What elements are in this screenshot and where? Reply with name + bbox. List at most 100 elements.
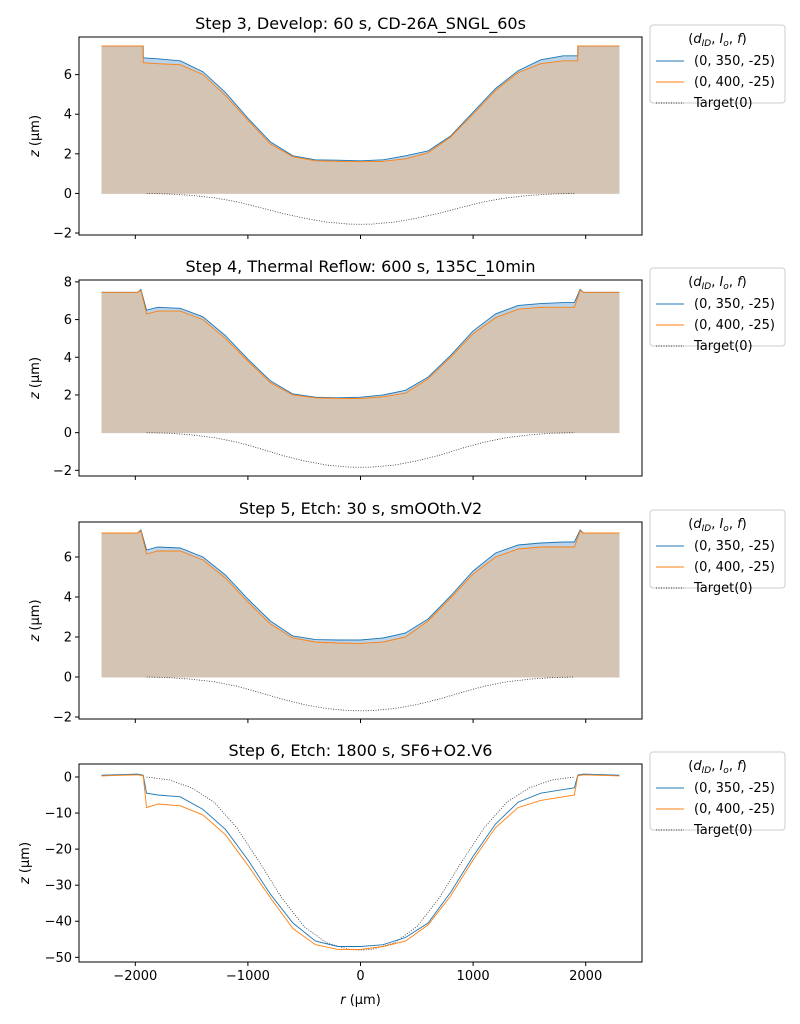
chart-panel-4: −2 0 2 4 6 8 Step 4, Thermal Reflow: 600 s, 13… — [28, 257, 786, 480]
legend-title-f: f — [737, 759, 744, 774]
legend-title-close: ) — [742, 32, 747, 47]
legend-entry-1: (0, 350, -25) — [694, 54, 775, 69]
y-tick-label: 2 — [64, 388, 72, 403]
y-tick-label: −50 — [45, 951, 72, 966]
series-target-line — [146, 676, 575, 712]
y-tick-label: 0 — [64, 187, 72, 202]
chart-panel-5: −2 0 2 4 6 Step 5, Etch: 30 s, smOOth.V2 z (µm… — [28, 499, 786, 726]
y-axis-label: z (µm) — [28, 357, 43, 400]
y-tick-label: −2 — [53, 227, 72, 242]
legend-title-i-sub: o — [723, 39, 729, 49]
legend-title-open: ( — [688, 759, 693, 774]
y-axis-label: z (µm) — [18, 842, 33, 885]
x-tick-label: −1000 — [226, 969, 270, 984]
series-400-line — [101, 45, 620, 163]
y-tick-label: 8 — [64, 275, 72, 290]
y-tick-label: 4 — [64, 351, 72, 366]
series-350-line — [101, 45, 620, 162]
legend-entry-3: Target(0) — [693, 339, 753, 354]
legend-entry-3: Target(0) — [693, 581, 753, 596]
chart-panel-3: −2 0 2 4 6 Step 3, Develop: 60 s, CD-26A_SNGL… — [28, 14, 786, 242]
legend-title-open: ( — [688, 517, 693, 532]
x-tick-label: −2000 — [113, 969, 157, 984]
legend-title-close: ) — [742, 275, 747, 290]
legend-title-d-sub: ID — [702, 524, 712, 534]
legend-entry-1: (0, 350, -25) — [694, 781, 775, 796]
series-350-line — [101, 773, 620, 947]
legend-entry-3: Target(0) — [693, 823, 753, 838]
y-tick-label: 0 — [64, 426, 72, 441]
panel-title: Step 3, Develop: 60 s, CD-26A_SNGL_60s — [195, 14, 526, 34]
x-tick-label: 0 — [356, 969, 364, 984]
x-axis-label: r (µm) — [340, 993, 381, 1008]
panel-title: Step 5, Etch: 30 s, smOOth.V2 — [239, 499, 482, 518]
y-axis-unit: (µm) — [18, 842, 33, 873]
legend-title-i-sub: o — [723, 524, 729, 534]
x-axis-var: r — [340, 993, 347, 1008]
legend-entry-2: (0, 400, -25) — [694, 318, 775, 333]
y-tick-label: 0 — [64, 671, 72, 686]
chart-panel-6: −2000 −1000 0 1000 2000 0 −10 −20 −30 −40 −50 Step … — [18, 741, 786, 984]
legend-title-f: f — [737, 32, 744, 47]
legend-entry-3: Target(0) — [693, 96, 753, 111]
legend-title: (dID, Io, f) — [688, 517, 746, 534]
legend-title-f: f — [737, 275, 744, 290]
legend-title-sep: , — [711, 32, 719, 47]
panel-title: Step 4, Thermal Reflow: 600 s, 135C_10mi… — [185, 257, 535, 277]
series-target-line — [146, 776, 575, 951]
y-tick-label: 2 — [64, 631, 72, 646]
legend-box — [649, 24, 786, 104]
legend-title-d: d — [693, 517, 702, 532]
legend-title-sep: , — [711, 759, 719, 774]
series-target-line — [146, 193, 575, 225]
x-axis-unit: (µm) — [350, 993, 381, 1008]
series-400-line — [101, 774, 620, 950]
legend-title-d: d — [693, 759, 702, 774]
area-fill-series-2 — [101, 531, 620, 677]
legend-entry-2: (0, 400, -25) — [694, 802, 775, 817]
y-axis-var: z — [28, 634, 43, 643]
x-tick-label: 2000 — [569, 969, 602, 984]
y-tick-label: −10 — [45, 807, 72, 822]
legend-title-d: d — [693, 275, 702, 290]
plot-area — [101, 288, 620, 468]
legend-box — [649, 267, 786, 347]
legend-title-d: d — [693, 32, 702, 47]
y-tick-label: 2 — [64, 147, 72, 162]
legend-entry-1: (0, 350, -25) — [694, 297, 775, 312]
axes-frame — [78, 763, 643, 963]
series-350-line — [101, 288, 620, 399]
legend: (dID, Io, f) (0, 350, -25) (0, 400, -25) Ta… — [649, 509, 786, 596]
legend-title-sep: , — [711, 275, 719, 290]
legend: (dID, Io, f) (0, 350, -25) (0, 400, -25) Ta… — [649, 24, 786, 111]
y-axis-var: z — [18, 876, 33, 885]
legend-title-d-sub: ID — [702, 766, 712, 776]
y-tick-label: 6 — [64, 551, 72, 566]
legend-title-i: I — [719, 517, 723, 532]
series-350-line — [101, 529, 620, 641]
panel-title: Step 6, Etch: 1800 s, SF6+O2.V6 — [229, 741, 493, 760]
legend-title-open: ( — [688, 32, 693, 47]
legend-entry-2: (0, 400, -25) — [694, 560, 775, 575]
y-tick-label: −2 — [53, 711, 72, 726]
y-axis-unit: (µm) — [28, 115, 43, 146]
y-tick-label: −20 — [45, 843, 72, 858]
legend-title-sep: , — [729, 759, 737, 774]
legend-title-d-sub: ID — [702, 39, 712, 49]
legend-title: (dID, Io, f) — [688, 275, 746, 292]
legend-title-d-sub: ID — [702, 282, 712, 292]
series-target-line — [146, 432, 575, 468]
legend-title-close: ) — [742, 759, 747, 774]
series-400-line — [101, 289, 620, 399]
plot-area — [101, 773, 620, 951]
legend: (dID, Io, f) (0, 350, -25) (0, 400, -25) Ta… — [649, 267, 786, 354]
legend-title-close: ) — [742, 517, 747, 532]
y-tick-label: 0 — [64, 770, 72, 785]
legend-title: (dID, Io, f) — [688, 32, 746, 49]
legend-title-f: f — [737, 517, 744, 532]
y-axis-label: z (µm) — [28, 599, 43, 642]
y-axis-unit: (µm) — [28, 599, 43, 630]
area-fill-series-2 — [101, 45, 620, 194]
plot-area — [101, 529, 620, 712]
